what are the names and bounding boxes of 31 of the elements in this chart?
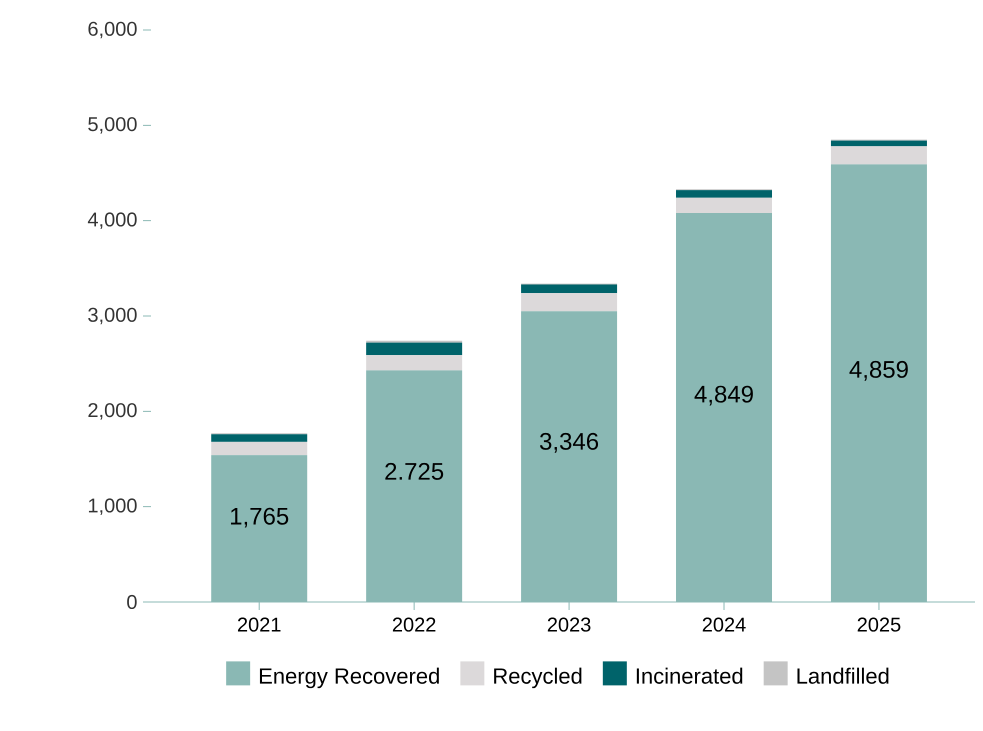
bar (366, 355, 462, 370)
bar (676, 198, 772, 214)
annotation: 2.725 (385, 462, 444, 480)
bar (521, 293, 618, 312)
x-tick-label: 2025 (858, 618, 900, 632)
x-tick-label: 2023 (548, 618, 590, 632)
x-tick-label: 2021 (238, 618, 280, 632)
bar (830, 140, 927, 146)
legend-label: Recycled (494, 668, 582, 688)
y-tick-label: 2,000 (88, 403, 137, 420)
bar (211, 442, 308, 456)
y-tick-label: 3,000 (88, 308, 137, 324)
bar (521, 284, 618, 294)
annotation: 1,765 (231, 508, 288, 528)
annotation: 4,849 (694, 386, 753, 406)
x-tick-label: 2022 (392, 618, 436, 632)
bar (676, 190, 772, 198)
bar (211, 434, 308, 442)
y-tick-label: 5,000 (88, 117, 137, 134)
legend-label: Incinerated (636, 668, 742, 684)
y-tick-label: 6,000 (88, 22, 137, 38)
bar (366, 342, 462, 356)
bar (830, 146, 927, 164)
x-tick-label: 2024 (702, 618, 746, 632)
y-tick-label: 0 (127, 594, 137, 610)
legend-label: Landfilled (797, 668, 888, 684)
legend-label: Energy Recovered (260, 668, 439, 688)
y-tick-label: 1,000 (88, 498, 137, 515)
annotation: 4,859 (849, 360, 908, 381)
annotation: 3,346 (540, 432, 598, 453)
y-tick-label: 4,000 (88, 212, 137, 229)
